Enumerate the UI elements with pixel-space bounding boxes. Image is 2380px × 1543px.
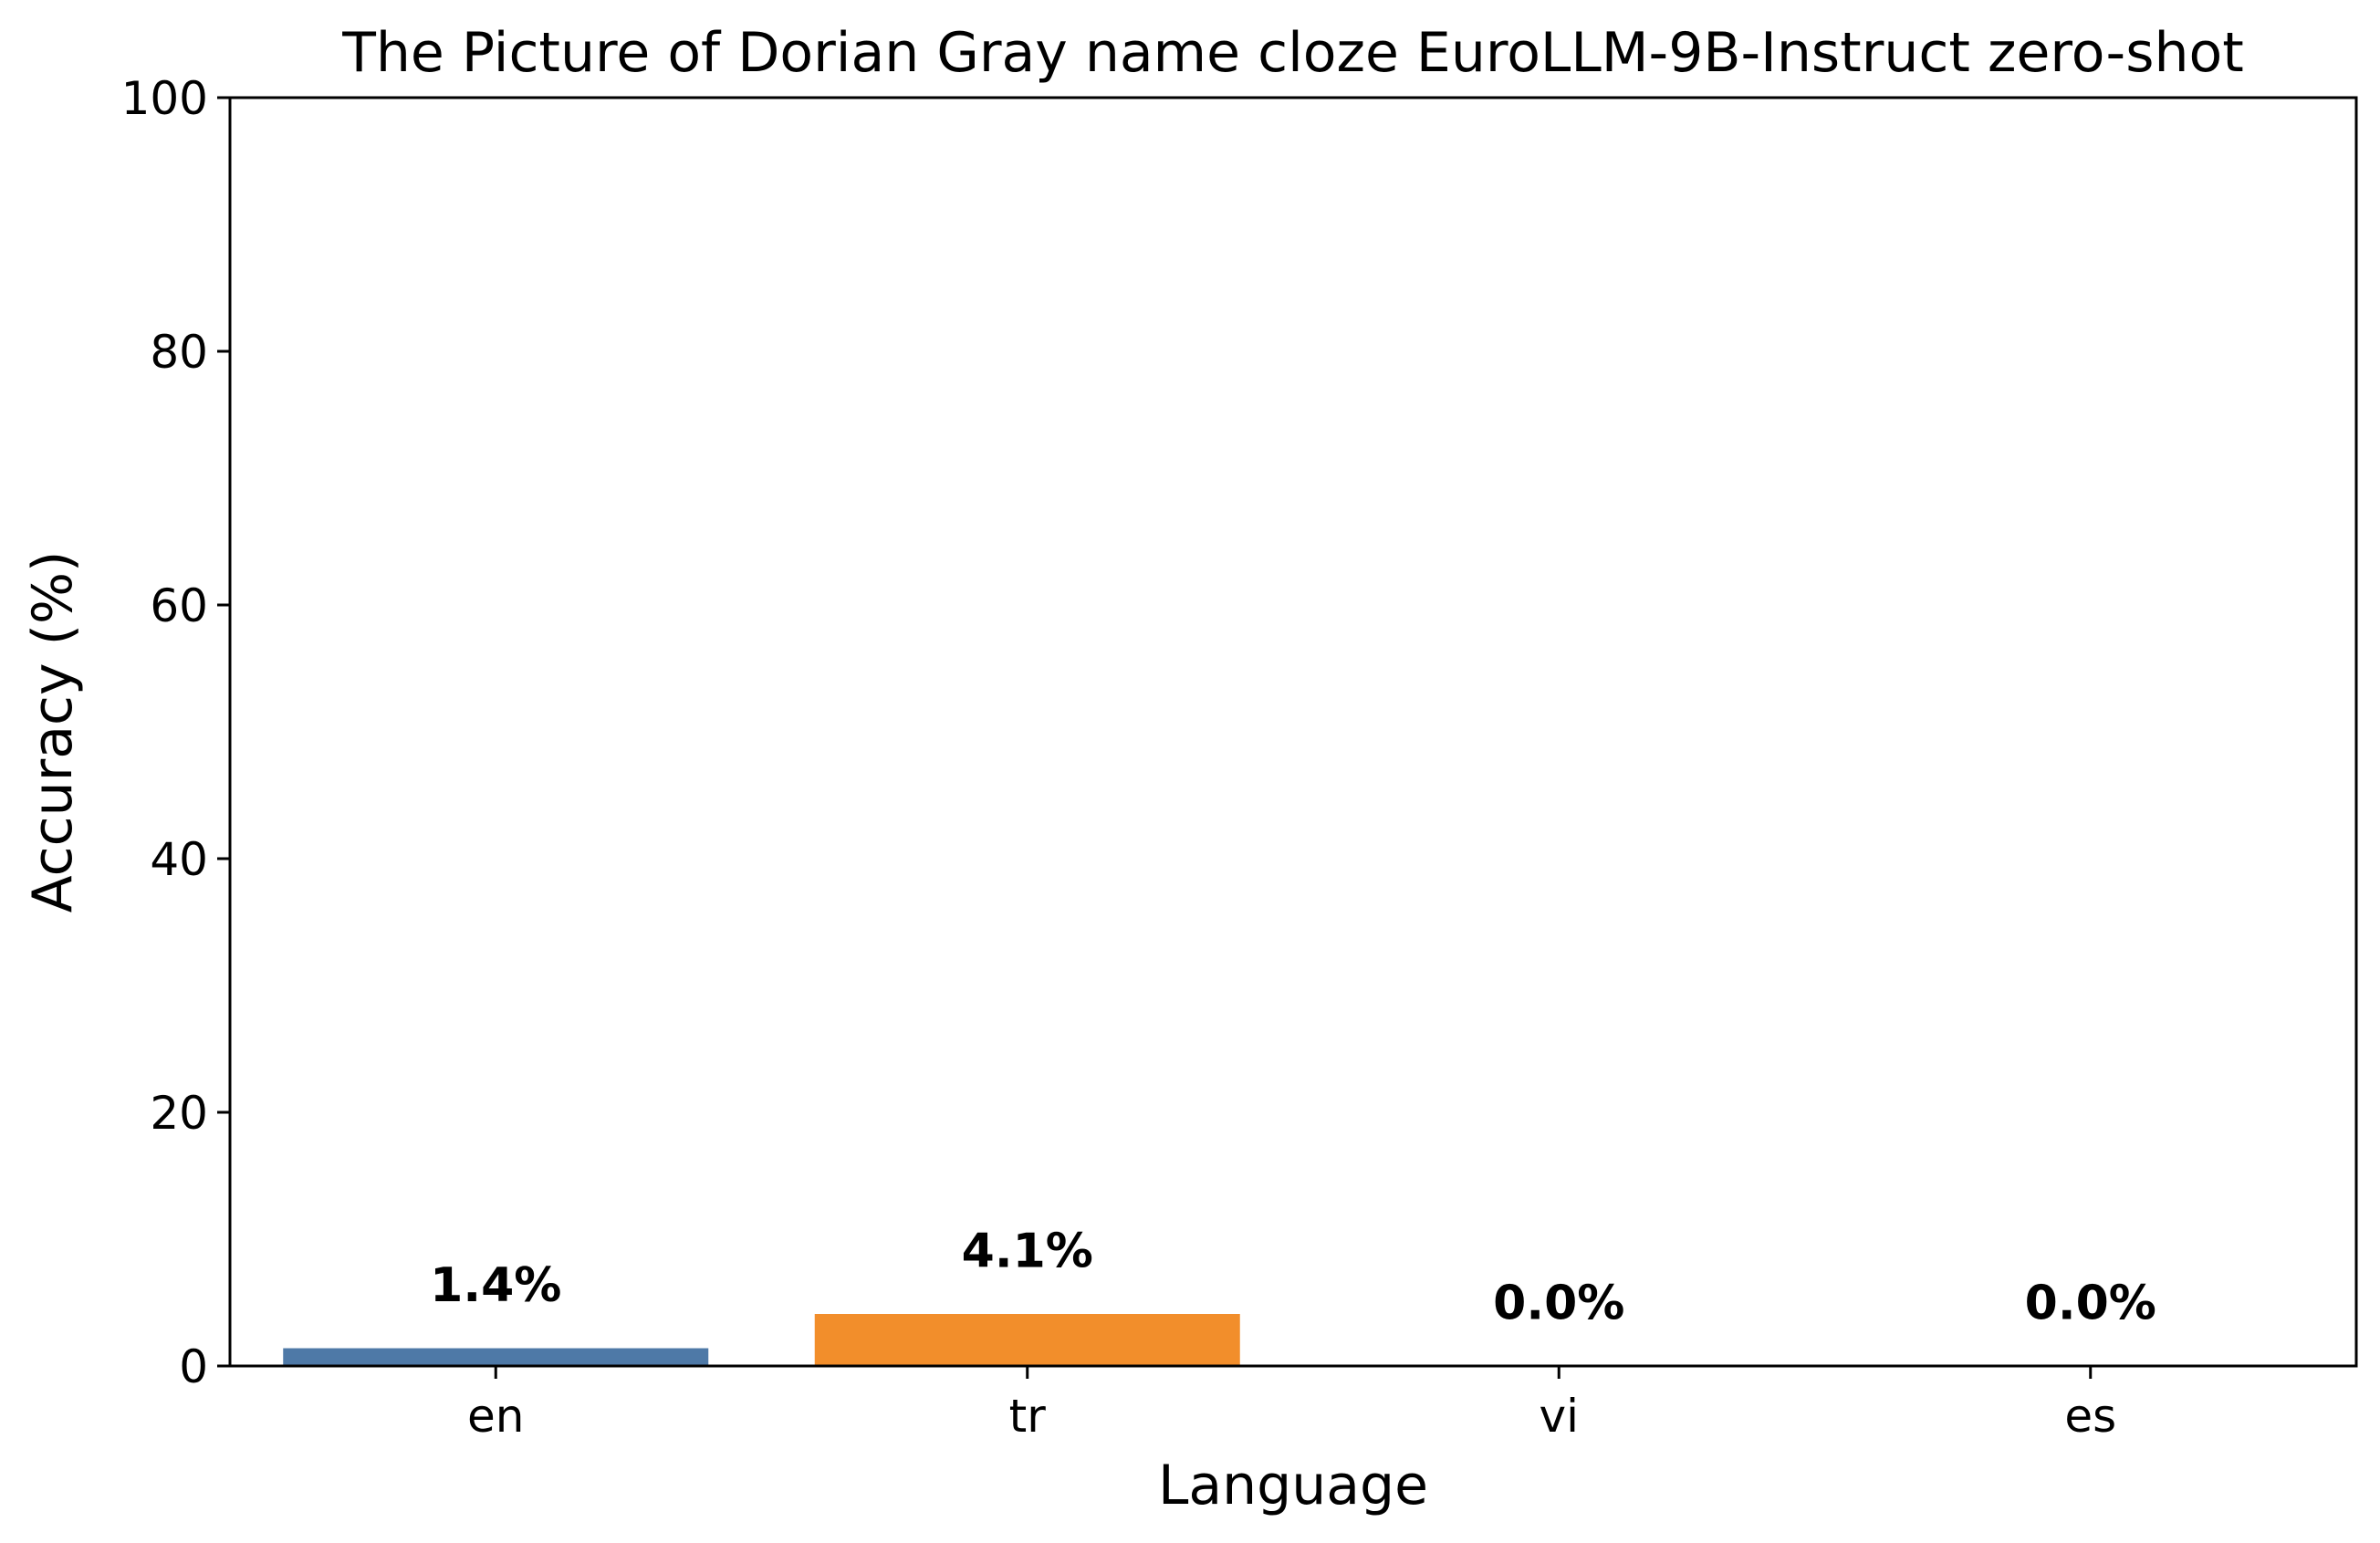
- bar-tr: [814, 1314, 1240, 1366]
- y-tick-label: 80: [150, 326, 208, 379]
- value-label-es: 0.0%: [2025, 1277, 2156, 1331]
- x-axis-label: Language: [1158, 1454, 1428, 1517]
- value-label-vi: 0.0%: [1493, 1277, 1624, 1331]
- plot-frame: [228, 96, 2358, 1368]
- y-tick-label: 20: [150, 1087, 208, 1140]
- x-tick-label-vi: vi: [1540, 1390, 1579, 1443]
- y-tick-label: 0: [179, 1340, 208, 1393]
- y-tick-label: 100: [121, 72, 208, 125]
- y-axis-label: Accuracy (%): [21, 551, 85, 913]
- y-tick-label: 40: [150, 833, 208, 886]
- x-tick-label-tr: tr: [1009, 1390, 1047, 1443]
- value-label-tr: 4.1%: [962, 1225, 1093, 1279]
- chart-title: The Picture of Dorian Gray name cloze Eu…: [341, 21, 2243, 85]
- x-tick-label-en: en: [467, 1390, 524, 1443]
- x-tick-label-es: es: [2064, 1390, 2116, 1443]
- value-label-en: 1.4%: [430, 1258, 561, 1313]
- y-tick-label: 60: [150, 579, 208, 632]
- plot-area: 0 20 40 60 80 100 en 1.4% tr 4.1% vi 0.0% es 0.0%: [121, 72, 2156, 1443]
- bar-en: [283, 1348, 709, 1366]
